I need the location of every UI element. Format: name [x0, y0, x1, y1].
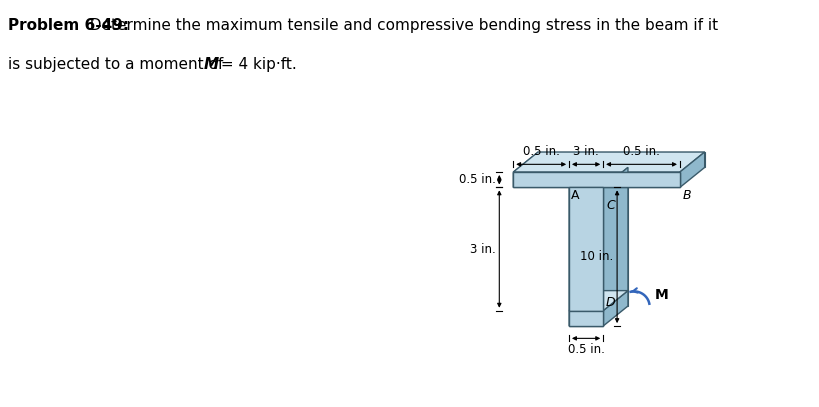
- Polygon shape: [603, 291, 627, 326]
- Bar: [513, 172, 679, 188]
- Text: D: D: [604, 296, 614, 309]
- Text: 0.5 in.: 0.5 in.: [458, 173, 495, 186]
- Text: Determine the maximum tensile and compressive bending stress in the beam if it: Determine the maximum tensile and compre…: [80, 18, 717, 33]
- Bar: [568, 311, 603, 326]
- Text: 0.5 in.: 0.5 in.: [522, 145, 559, 158]
- Text: 3 in.: 3 in.: [572, 145, 598, 158]
- Text: A: A: [570, 189, 578, 202]
- Text: B: B: [682, 189, 690, 202]
- Polygon shape: [513, 152, 593, 326]
- Bar: [568, 188, 603, 311]
- Polygon shape: [568, 291, 627, 311]
- Polygon shape: [513, 152, 704, 172]
- Text: 10 in.: 10 in.: [579, 250, 613, 263]
- Bar: [568, 311, 603, 326]
- Text: M: M: [203, 57, 218, 72]
- Text: is subjected to a moment of: is subjected to a moment of: [8, 57, 228, 72]
- Text: C: C: [605, 199, 614, 212]
- Polygon shape: [603, 167, 627, 188]
- Text: M: M: [654, 288, 667, 302]
- Text: 0.5 in.: 0.5 in.: [622, 145, 659, 158]
- Text: 0.5 in.: 0.5 in.: [567, 343, 604, 356]
- Bar: [568, 188, 603, 311]
- Polygon shape: [603, 167, 627, 311]
- Polygon shape: [679, 152, 704, 188]
- Text: = 4 kip·ft.: = 4 kip·ft.: [216, 57, 296, 72]
- Text: 3 in.: 3 in.: [469, 243, 495, 256]
- Bar: [513, 172, 679, 188]
- Text: Problem 6-49:: Problem 6-49:: [8, 18, 129, 33]
- Polygon shape: [537, 152, 704, 306]
